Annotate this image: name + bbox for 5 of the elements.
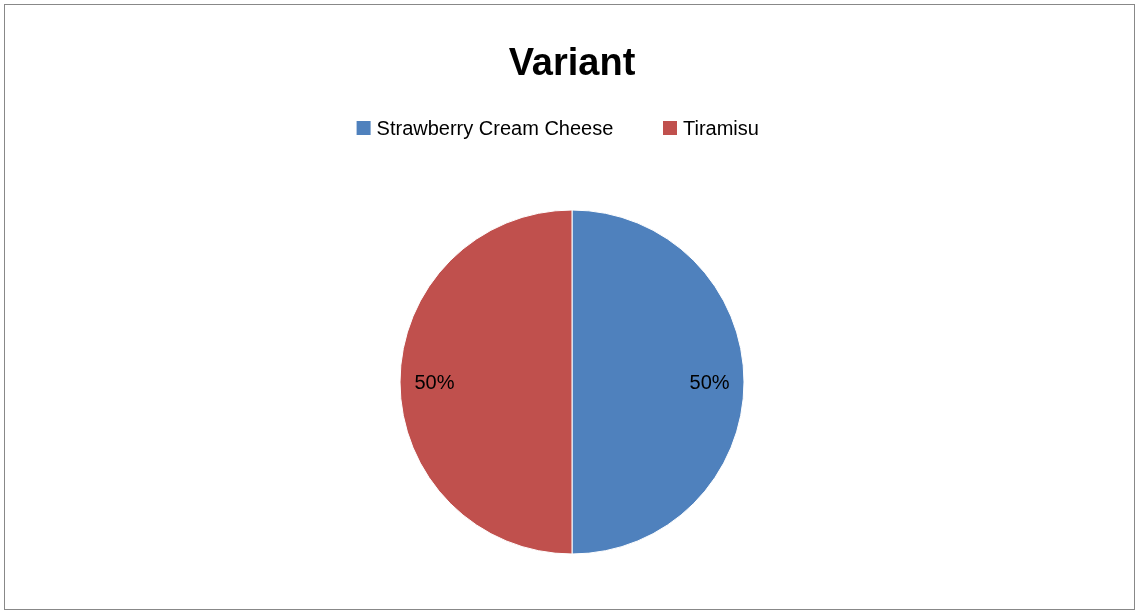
chart-title: Variant <box>508 41 636 83</box>
legend-label: Strawberry Cream Cheese <box>376 117 614 139</box>
legend-label: Tiramisu <box>683 117 759 139</box>
data-label: 50% <box>689 371 730 393</box>
data-label: 50% <box>414 371 455 393</box>
